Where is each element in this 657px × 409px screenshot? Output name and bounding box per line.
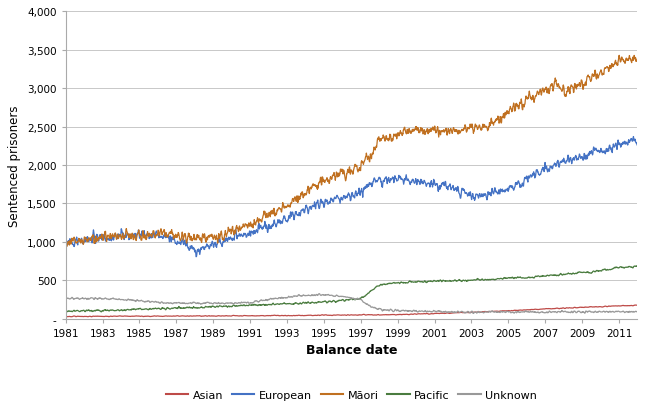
Y-axis label: Sentenced prisoners: Sentenced prisoners (9, 105, 22, 226)
X-axis label: Balance date: Balance date (306, 344, 397, 357)
Legend: Asian, European, Māori, Pacific, Unknown: Asian, European, Māori, Pacific, Unknown (162, 386, 541, 405)
